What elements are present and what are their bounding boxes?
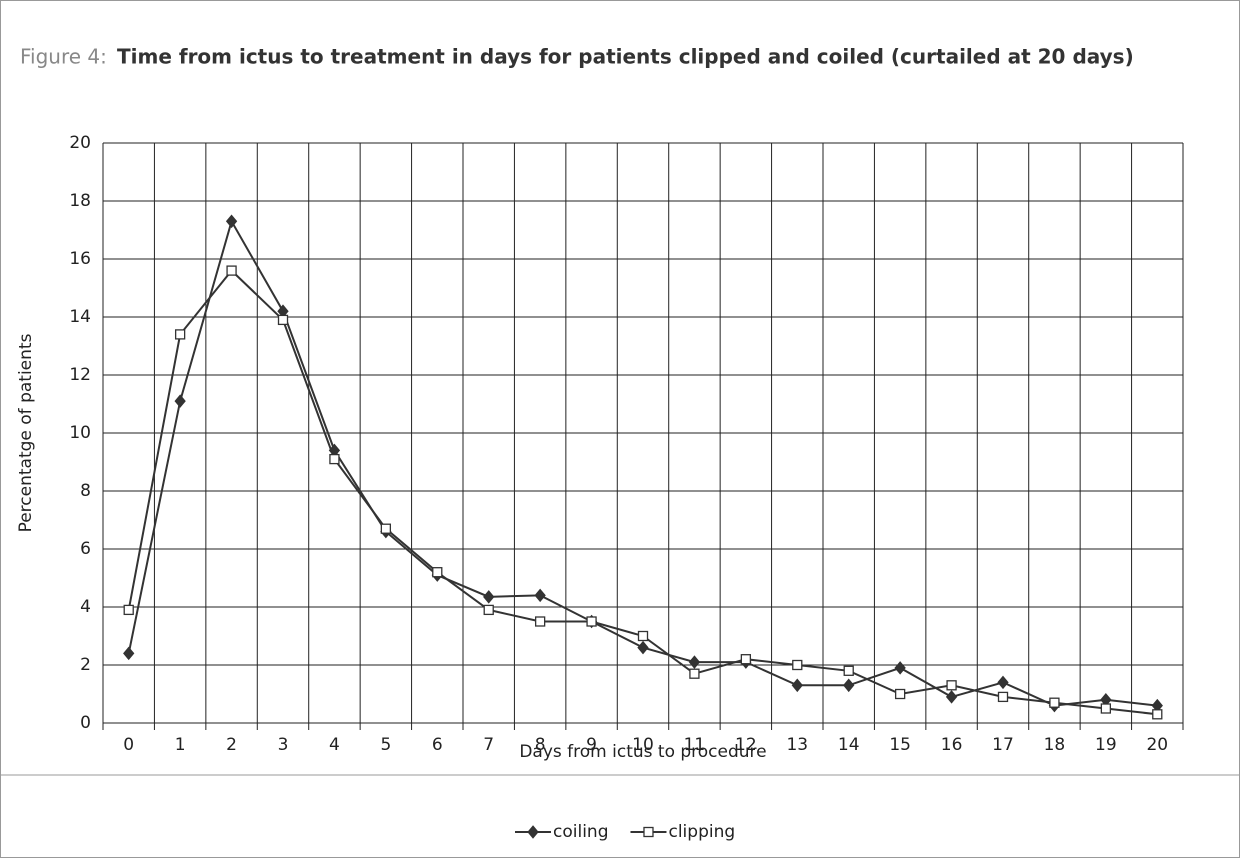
chart-title: Time from ictus to treatment in days for…	[117, 45, 1134, 69]
x-tick-label: 1	[175, 735, 186, 755]
data-point	[688, 655, 701, 669]
data-point	[637, 640, 649, 655]
data-point	[843, 678, 855, 693]
x-tick-label: 2	[226, 735, 237, 755]
data-point	[894, 688, 906, 700]
data-point	[226, 265, 237, 276]
y-tick-label: 14	[69, 307, 91, 327]
x-tick-label: 0	[123, 735, 134, 755]
y-tick-label: 18	[69, 191, 91, 211]
data-point	[997, 691, 1009, 703]
data-point	[174, 394, 186, 408]
x-tick-label: 15	[889, 735, 911, 755]
x-tick-label: 14	[838, 735, 860, 755]
y-tick-label: 20	[69, 133, 91, 153]
y-tick-label: 4	[80, 597, 91, 617]
legend-label: clipping	[668, 822, 735, 842]
x-tick-label: 19	[1095, 735, 1117, 755]
x-tick-label: 12	[735, 735, 757, 755]
y-tick-label: 10	[69, 423, 91, 443]
y-axis-label: Percentatge of patients	[16, 333, 36, 532]
data-point	[843, 665, 854, 676]
x-tick-label: 10	[632, 735, 654, 755]
data-point	[225, 214, 238, 229]
x-tick-label: 20	[1146, 735, 1168, 755]
data-point	[432, 567, 443, 578]
data-point	[534, 588, 546, 603]
data-point	[123, 604, 134, 616]
data-point	[534, 616, 546, 627]
x-tick-label: 8	[535, 735, 546, 755]
x-tick-label: 13	[786, 735, 808, 755]
x-tick-label: 18	[1044, 735, 1066, 755]
data-point	[637, 630, 649, 642]
data-point	[277, 314, 289, 326]
x-tick-label: 5	[380, 735, 391, 755]
data-point	[689, 668, 700, 679]
x-tick-label: 7	[483, 735, 494, 755]
x-tick-label: 6	[432, 735, 443, 755]
legend-marker	[527, 825, 539, 839]
data-point	[174, 329, 186, 340]
x-tick-label: 3	[278, 735, 289, 755]
data-point	[894, 661, 906, 675]
data-point	[791, 678, 803, 693]
x-tick-label: 17	[992, 735, 1014, 755]
legend-marker	[643, 826, 654, 838]
y-tick-label: 2	[80, 655, 91, 675]
data-point	[1049, 697, 1060, 708]
figure-label: Figure 4:	[20, 45, 107, 69]
x-tick-label: 4	[329, 735, 340, 755]
data-point	[329, 453, 340, 465]
data-point	[740, 654, 752, 665]
data-point	[792, 659, 803, 671]
data-point	[945, 690, 958, 704]
x-tick-label: 9	[586, 735, 597, 755]
x-tick-label: 16	[941, 735, 963, 755]
data-point	[1152, 709, 1163, 720]
data-point	[483, 590, 495, 604]
data-point	[586, 616, 597, 627]
y-tick-label: 8	[80, 481, 91, 501]
data-point	[483, 604, 494, 616]
y-tick-label: 6	[80, 539, 91, 559]
data-point	[997, 675, 1009, 690]
legend-label: coiling	[553, 822, 608, 842]
x-tick-label: 11	[684, 735, 706, 755]
data-point	[123, 646, 135, 661]
y-tick-label: 16	[69, 249, 91, 269]
x-axis-label: Days from ictus to procedure	[519, 742, 766, 762]
data-point	[380, 523, 392, 534]
y-tick-label: 12	[69, 365, 91, 385]
data-point	[946, 680, 957, 691]
y-tick-label: 0	[80, 713, 91, 733]
data-point	[1100, 703, 1112, 714]
